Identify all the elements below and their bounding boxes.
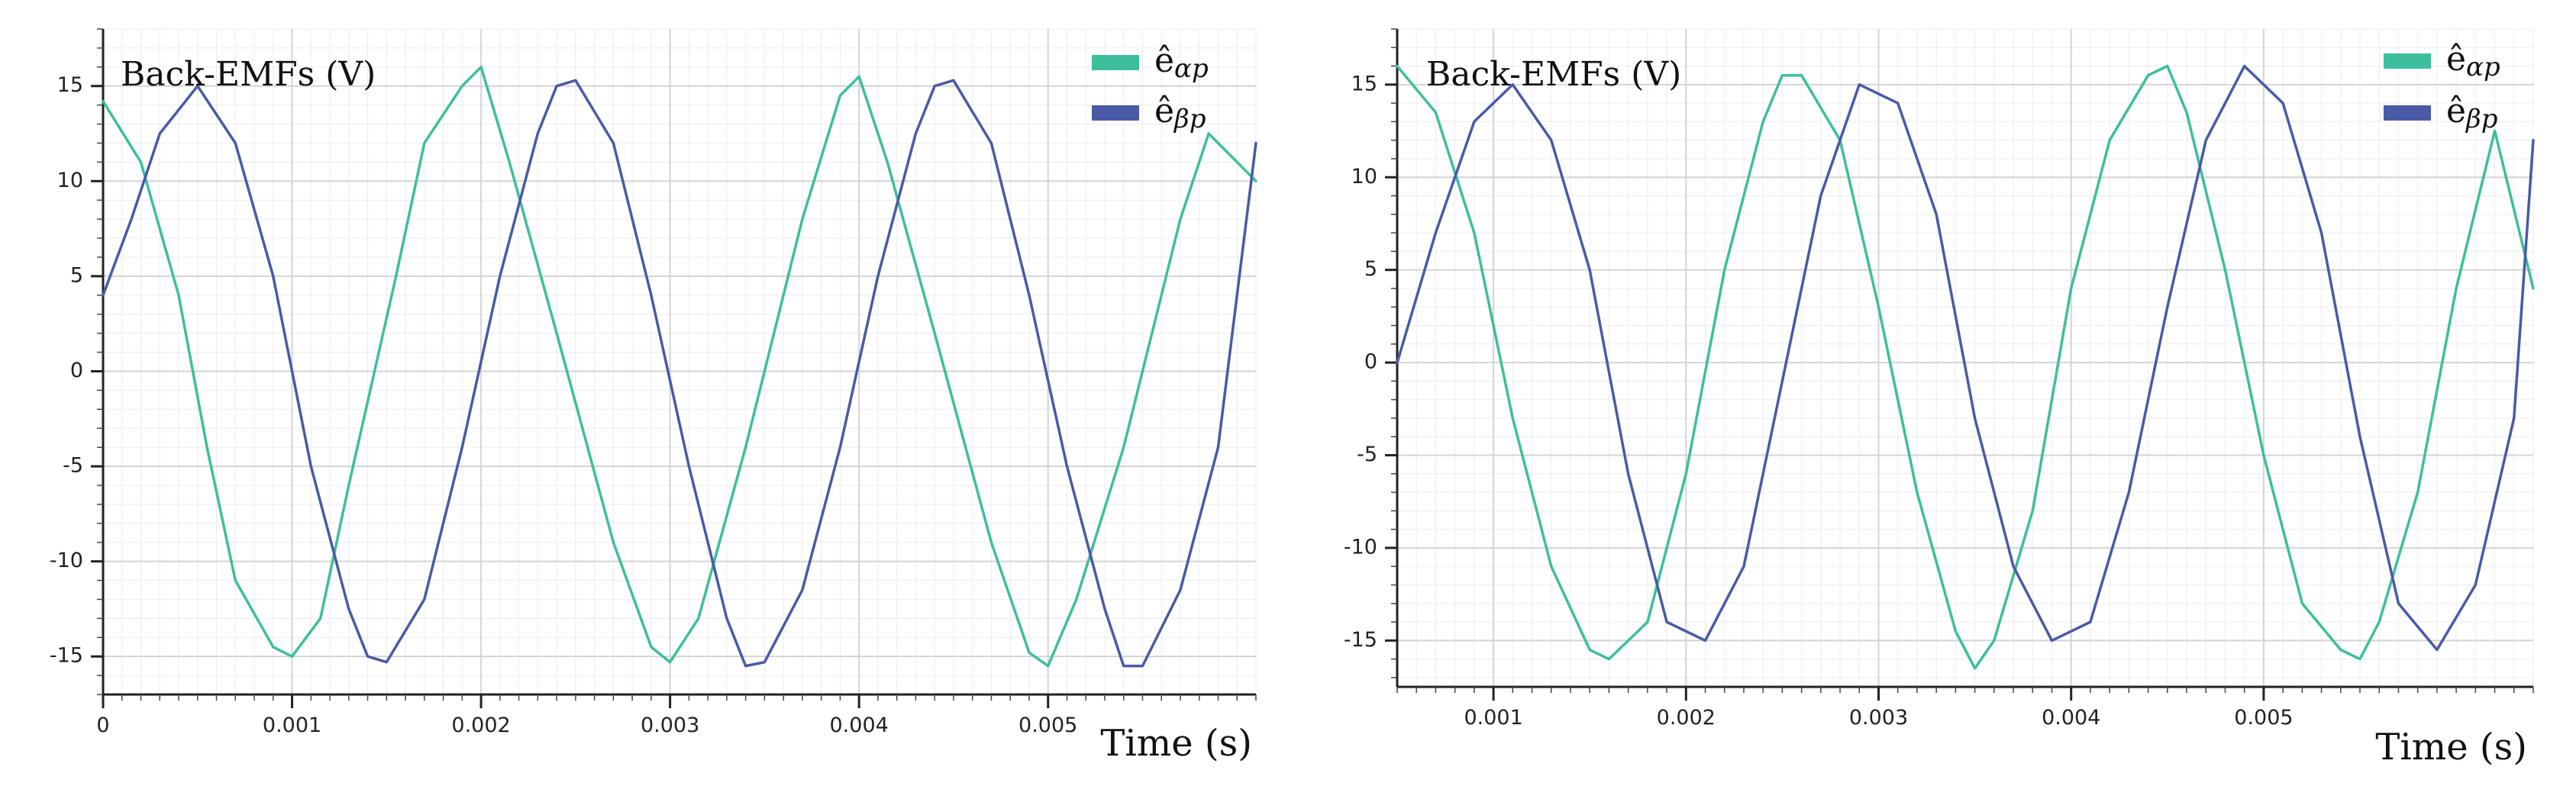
- y-tick-label: 10: [1351, 165, 1377, 189]
- y-tick-label: 5: [1364, 257, 1377, 281]
- series-line-alpha: [102, 66, 1257, 668]
- chart-title: Back-EMFs (V): [1426, 55, 1681, 94]
- y-tick-label: 0: [1364, 350, 1377, 374]
- x-axis-label: Time (s): [1100, 722, 1252, 765]
- chart-panel-right: 15 10 5 0 -5 -10 -15 0.001 0.002 0.003 0.004 0.005 B…: [1344, 28, 2535, 769]
- legend-swatch-alpha: [2384, 53, 2431, 69]
- y-tick-label: 0: [70, 359, 83, 382]
- x-tick-label: 0.001: [263, 714, 321, 737]
- y-tick-label: -5: [1357, 443, 1377, 466]
- y-tick-label: -5: [63, 454, 83, 478]
- series-line-beta: [1396, 64, 2535, 652]
- x-tick-label: 0.004: [2042, 706, 2100, 730]
- y-tick-label: -10: [50, 549, 83, 572]
- x-tick-label: 0.003: [1849, 706, 1908, 730]
- x-tick-label: 0.004: [830, 714, 889, 737]
- y-tick-label: -15: [1344, 628, 1377, 652]
- y-tick-label: 10: [57, 169, 83, 192]
- chart-title: Back-EMFs (V): [121, 55, 376, 94]
- legend-swatch-beta: [1092, 105, 1139, 121]
- x-tick-label: 0.003: [641, 714, 699, 737]
- legend-swatch-beta: [2384, 105, 2431, 121]
- series-line-beta: [102, 79, 1257, 668]
- chart-panel-left: 15 10 5 0 -5 -10 -15 0 0.001 0.002 0.003 0.004 0.005…: [50, 28, 1257, 765]
- y-tick-label: 5: [70, 263, 83, 287]
- x-tick-label: 0.002: [1657, 706, 1716, 730]
- grid: [102, 28, 1257, 695]
- x-tick-label: 0: [96, 714, 109, 737]
- x-tick-label: 0.001: [1464, 706, 1522, 730]
- x-tick-label: 0.005: [1018, 714, 1077, 737]
- legend-label-alpha: êαp: [1154, 41, 1209, 85]
- y-tick-label: 15: [1351, 72, 1377, 95]
- y-tick-label: 15: [57, 73, 83, 97]
- legend-swatch-alpha: [1092, 55, 1139, 70]
- x-tick-label: 0.005: [2234, 706, 2293, 730]
- legend-label-beta: êβp: [1154, 92, 1206, 135]
- y-tick-label: -15: [50, 644, 83, 668]
- legend: êαp êβp: [2384, 40, 2500, 135]
- legend-label-alpha: êαp: [2446, 40, 2500, 83]
- series-line-alpha: [1396, 64, 2535, 670]
- legend-label-beta: êβp: [2446, 92, 2497, 135]
- grid: [1396, 28, 2534, 687]
- legend: êαp êβp: [1092, 41, 1209, 135]
- y-tick-label: -10: [1344, 535, 1377, 559]
- x-tick-label: 0.002: [451, 714, 510, 737]
- x-axis-label: Time (s): [2375, 726, 2527, 769]
